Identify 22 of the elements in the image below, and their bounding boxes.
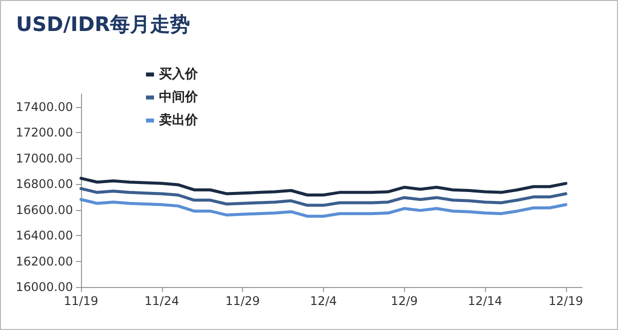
y-tick-label: 16600.00	[16, 202, 73, 217]
y-tick-label: 16200.00	[16, 254, 73, 268]
legend-label: 买入价	[159, 66, 199, 82]
x-tick-label: 12/9	[390, 294, 418, 308]
x-tick-label: 12/19	[548, 294, 584, 308]
chart-title: USD/IDR每月走势	[16, 12, 190, 36]
x-tick-label: 11/24	[144, 294, 180, 308]
y-tick-label: 16800.00	[16, 177, 73, 192]
legend-label: 卖出价	[159, 113, 199, 128]
y-tick-label: 17000.00	[16, 151, 73, 166]
line-series	[80, 176, 568, 197]
y-tick-label: 17400.00	[16, 100, 73, 114]
y-tick-label: 16400.00	[16, 228, 73, 243]
x-tick-label: 11/19	[64, 294, 98, 308]
line-series	[80, 198, 568, 218]
x-tick-label: 12/4	[310, 294, 337, 308]
legend-label: 中间价	[159, 90, 199, 105]
x-tick-label: 11/29	[225, 294, 260, 308]
line-series	[80, 187, 568, 207]
y-tick-label: 16000.00	[16, 280, 73, 294]
y-tick-label: 17200.00	[16, 126, 73, 140]
x-tick-label: 12/14	[468, 294, 502, 308]
